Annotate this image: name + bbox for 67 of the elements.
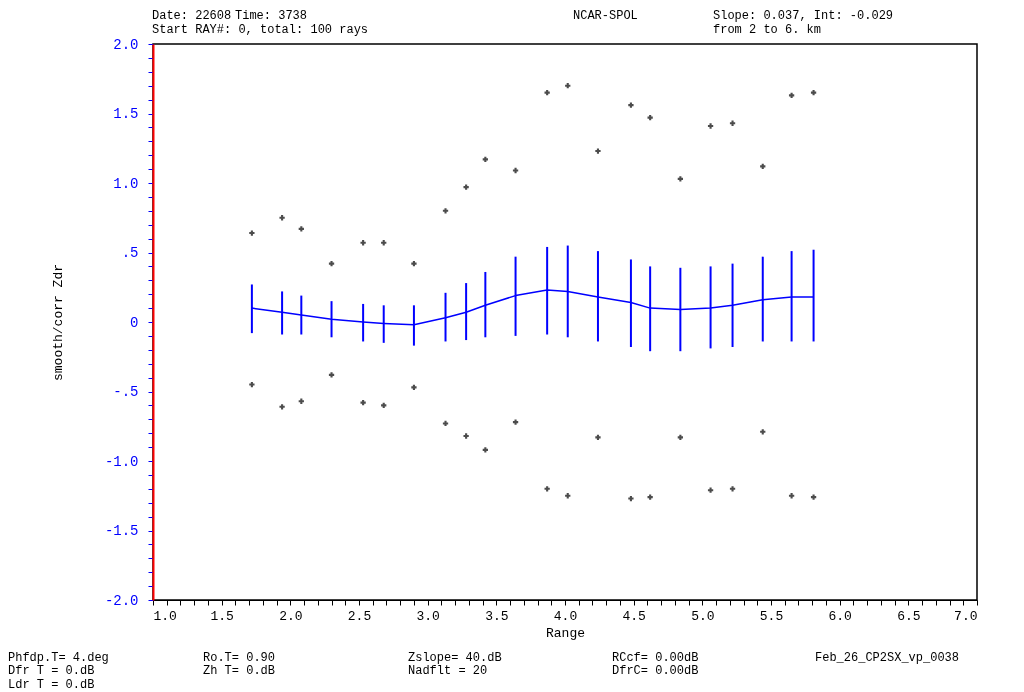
text: Nadflt = 20 bbox=[408, 664, 488, 678]
text: Start RAY#: 0, total: 100 rays bbox=[152, 23, 369, 37]
x-tick-label: 1.0 bbox=[153, 608, 177, 624]
x-tick-label: 5.5 bbox=[759, 608, 784, 624]
x-tick-label: 4.5 bbox=[622, 608, 646, 624]
point bbox=[279, 215, 285, 221]
point bbox=[647, 494, 653, 500]
point bbox=[463, 184, 469, 190]
y-tick-label: .5 bbox=[121, 245, 139, 261]
point bbox=[411, 384, 417, 390]
x-tick-label: 2.5 bbox=[347, 608, 372, 624]
x-tick-label: 2.0 bbox=[279, 608, 303, 624]
point bbox=[328, 260, 335, 267]
point bbox=[360, 399, 366, 406]
y-tick-label: 1.5 bbox=[113, 106, 139, 122]
point bbox=[729, 486, 736, 492]
y-tick-label: 1.0 bbox=[113, 175, 139, 192]
text: NCAR-SPOL bbox=[573, 9, 638, 23]
x-tick-label: 7.0 bbox=[954, 608, 978, 624]
y-tick-label: 0 bbox=[130, 314, 139, 331]
text: Feb_26_CP2SX_vp_0038 bbox=[815, 651, 960, 665]
text: Date: 22608 bbox=[152, 9, 232, 23]
x-tick-label: 6.5 bbox=[897, 608, 921, 624]
point bbox=[595, 148, 601, 154]
y-tick-label: 2.0 bbox=[113, 36, 139, 53]
text: Ro.T= 0.90 bbox=[203, 651, 276, 665]
x-tick-label: 6.0 bbox=[828, 608, 852, 624]
point bbox=[249, 381, 255, 388]
text: Zh T= 0.dB bbox=[203, 664, 276, 678]
text: RCcf= 0.00dB bbox=[612, 651, 699, 665]
text: from 2 to 6. km bbox=[713, 23, 822, 37]
x-tick-label: 5.0 bbox=[691, 608, 715, 624]
text: Slope: 0.037, Int: -0.029 bbox=[713, 9, 894, 23]
point bbox=[707, 123, 714, 129]
text: Ldr T = 0.dB bbox=[8, 678, 95, 692]
y-tick-label: -.5 bbox=[113, 384, 139, 400]
point bbox=[628, 495, 634, 502]
x-tick-label: 3.5 bbox=[485, 608, 509, 624]
point bbox=[729, 120, 736, 126]
point bbox=[628, 102, 634, 108]
point bbox=[298, 226, 304, 232]
point bbox=[442, 420, 449, 427]
point bbox=[810, 494, 817, 500]
point bbox=[360, 240, 366, 246]
x-tick-label: 3.0 bbox=[416, 608, 440, 624]
y-axis-title: smooth/corr Zdr bbox=[50, 263, 66, 382]
point bbox=[595, 434, 601, 441]
text: Zslope= 40.dB bbox=[408, 651, 502, 665]
text: DfrC= 0.00dB bbox=[612, 664, 699, 678]
y-tick-label: -1.0 bbox=[104, 453, 139, 470]
point bbox=[512, 167, 519, 174]
x-tick-label: 1.5 bbox=[210, 608, 234, 624]
point bbox=[482, 447, 488, 453]
point bbox=[442, 208, 449, 214]
point bbox=[328, 372, 335, 378]
y-tick-label: -2.0 bbox=[104, 592, 139, 609]
text: Phfdp.T= 4.deg bbox=[8, 651, 109, 665]
point bbox=[463, 433, 469, 439]
text: Dfr T = 0.dB bbox=[8, 664, 95, 678]
x-axis-title: Range bbox=[545, 625, 586, 641]
point bbox=[279, 404, 285, 410]
y-tick-label: -1.5 bbox=[104, 523, 139, 539]
point bbox=[249, 230, 255, 236]
point bbox=[411, 260, 417, 267]
point bbox=[512, 419, 519, 425]
x-tick-label: 4.0 bbox=[553, 608, 578, 624]
text: Time: 3738 bbox=[235, 9, 308, 23]
